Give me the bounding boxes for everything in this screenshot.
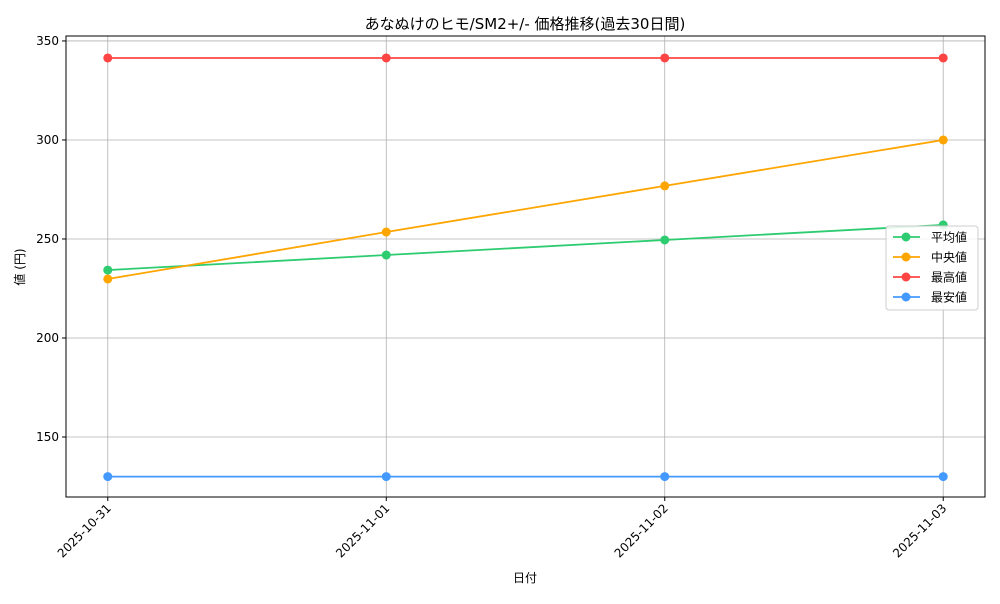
grid xyxy=(66,36,985,497)
y-tick-label: 200 xyxy=(36,331,59,345)
series-最高値 xyxy=(103,53,948,63)
legend-label: 平均値 xyxy=(931,230,967,245)
y-tick-label: 350 xyxy=(36,34,59,48)
series-line xyxy=(107,139,944,280)
x-axis: 2025-10-31 2025-11-01 2025-11-02 2025-11-03 xyxy=(55,497,949,560)
series-group xyxy=(103,53,948,482)
y-axis: 150 200 250 300 350 xyxy=(36,34,66,444)
legend-marker xyxy=(901,272,911,282)
legend-label: 中央値 xyxy=(931,250,967,265)
data-point xyxy=(660,235,670,245)
data-point xyxy=(103,472,113,482)
chart-title: あなぬけのヒモ/SM2+/- 価格推移(過去30日間) xyxy=(365,15,686,33)
series-line xyxy=(107,224,944,271)
x-tick-label: 2025-11-01 xyxy=(333,501,392,560)
data-point xyxy=(660,181,670,191)
data-point xyxy=(938,472,948,482)
data-point xyxy=(938,135,948,145)
data-point xyxy=(381,53,391,63)
legend-label: 最安値 xyxy=(931,290,967,305)
legend-marker xyxy=(901,232,911,242)
y-axis-label: 値 (円) xyxy=(12,248,27,285)
series-中央値 xyxy=(103,135,948,284)
x-axis-label: 日付 xyxy=(513,571,537,585)
legend-box xyxy=(885,225,979,311)
legend-marker xyxy=(901,252,911,262)
x-tick-label: 2025-10-31 xyxy=(55,501,114,560)
series-最安値 xyxy=(103,472,948,482)
legend-marker xyxy=(901,292,911,302)
x-tick-label: 2025-11-03 xyxy=(890,501,949,560)
data-point xyxy=(103,265,113,275)
data-point xyxy=(381,227,391,237)
x-tick-label: 2025-11-02 xyxy=(612,501,671,560)
series-平均値 xyxy=(103,220,948,275)
data-point xyxy=(938,53,948,63)
data-point xyxy=(103,274,113,284)
data-point xyxy=(660,472,670,482)
data-point xyxy=(103,53,113,63)
data-point xyxy=(381,472,391,482)
y-tick-label: 250 xyxy=(36,232,59,246)
y-tick-label: 150 xyxy=(36,430,59,444)
plot-frame xyxy=(65,35,986,498)
legend-label: 最高値 xyxy=(931,270,967,285)
y-tick-label: 300 xyxy=(36,133,59,147)
data-point xyxy=(381,250,391,260)
data-point xyxy=(660,53,670,63)
